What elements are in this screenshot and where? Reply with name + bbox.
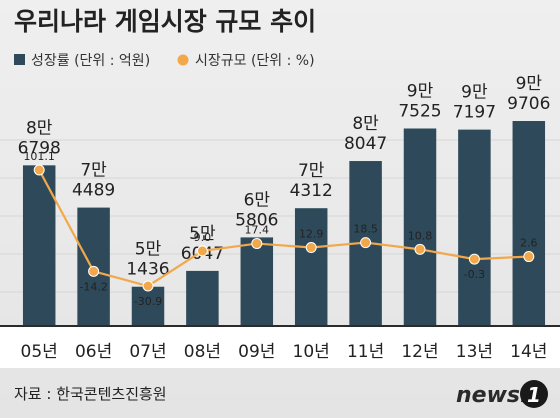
logo-badge [520, 380, 548, 408]
bar-label-top: 6만 [244, 190, 271, 210]
legend-line-label: 시장규모 (단위 : %) [195, 53, 315, 69]
bar-label-bottom: 4312 [290, 181, 333, 201]
bar-label-bottom: 6798 [18, 138, 61, 158]
x-tick-label: 09년 [238, 342, 275, 362]
x-tick-label: 08년 [184, 342, 221, 362]
chart-title: 우리나라 게임시장 규모 추이 [14, 7, 316, 36]
line-series [38, 169, 529, 288]
line-point-label: 101.1 [23, 150, 55, 163]
bar-label-top: 7만 [298, 161, 325, 181]
x-tick-label: 12년 [401, 342, 438, 362]
x-tick-label: 13년 [456, 342, 493, 362]
line-point-label: -0.3 [464, 268, 485, 281]
bar-label-top: 9만 [461, 83, 488, 103]
line-point-label: -30.9 [134, 295, 162, 308]
line-point [251, 238, 263, 250]
bar-label-bottom: 7197 [453, 103, 496, 123]
line-point [414, 243, 426, 255]
line-point [305, 242, 317, 254]
x-tick-label: 07년 [129, 342, 166, 362]
bar-label-top: 5만 [135, 240, 162, 260]
bar-label-top: 8만 [26, 118, 53, 138]
line-point [88, 265, 100, 277]
legend: 성장률 (단위 : 억원) 시장규모 (단위 : %) [14, 53, 315, 69]
bar-label-bottom: 4489 [72, 181, 115, 201]
bar [186, 270, 219, 326]
bar-label-bottom: 1436 [126, 260, 169, 280]
bar-label-bottom: 7525 [398, 101, 441, 121]
bar-label-top: 9만 [516, 74, 543, 94]
x-axis-ticks: 05년 06년 07년 08년 09년 10년 11년 12년 13년 14년 [21, 342, 548, 362]
line-point [360, 237, 372, 249]
line-point-label: 17.4 [245, 224, 270, 237]
x-axis-band [0, 326, 560, 368]
legend-bar-label: 성장률 (단위 : 억원) [31, 53, 150, 69]
x-tick-label: 06년 [75, 342, 112, 362]
news1-logo: news1 1 [456, 380, 548, 408]
line-point-label: -14.2 [79, 280, 107, 293]
bar [131, 286, 165, 326]
bar-label-top: 7만 [80, 161, 107, 181]
line-point [468, 253, 480, 265]
line-points: 101.1 -14.2 -30.9 9.0 17.4 12.9 18.5 10.8 -0.3 2.… [23, 150, 537, 308]
bar [512, 121, 546, 326]
line-point-label: 9.0 [194, 231, 212, 244]
bar-label-top: 8만 [352, 114, 379, 134]
bar-label-bottom: 5806 [235, 210, 278, 230]
logo-badge-text: 1 [527, 383, 541, 407]
bar [403, 128, 437, 326]
x-tick-label: 05년 [21, 342, 58, 362]
x-tick-label: 11년 [347, 342, 384, 362]
line-point-label: 10.8 [408, 229, 433, 242]
x-tick-label: 10년 [293, 342, 330, 362]
bar-label-bottom: 9706 [507, 94, 550, 114]
line-point-label: 12.9 [299, 228, 324, 241]
line-point [33, 164, 45, 176]
bar-label-top: 5만 [189, 224, 216, 244]
x-tick-label: 14년 [510, 342, 547, 362]
bar-label-top: 9만 [407, 81, 434, 101]
legend-line-swatch [177, 54, 189, 66]
legend-bar-swatch [14, 54, 25, 65]
bar [294, 208, 328, 326]
bar [458, 129, 491, 326]
line-point [196, 245, 208, 257]
bar [240, 237, 274, 326]
bar-label-bottom: 8047 [344, 134, 387, 154]
line-point [523, 251, 535, 263]
source-text: 자료 : 한국콘텐츠진흥원 [14, 385, 167, 403]
line-point-label: 2.6 [520, 237, 538, 250]
line-point-label: 18.5 [353, 223, 378, 236]
line-point [142, 280, 154, 292]
bar-series [22, 121, 546, 326]
